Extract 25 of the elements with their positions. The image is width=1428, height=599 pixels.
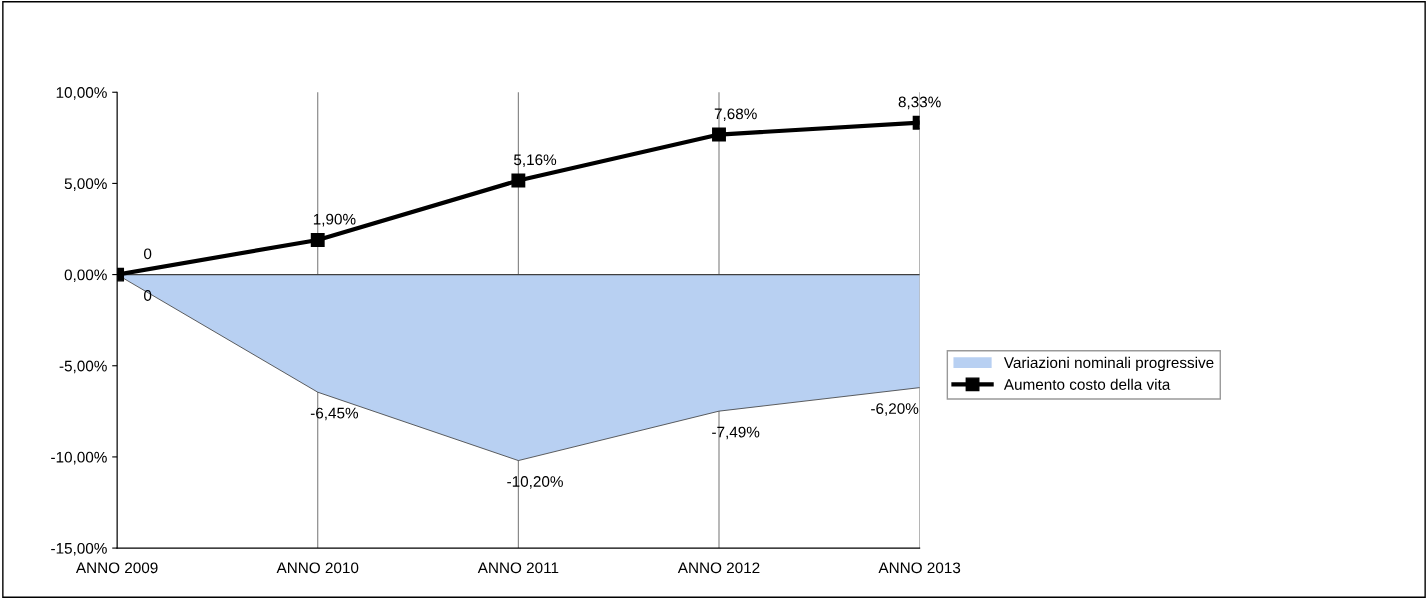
data-label: -10,20% bbox=[507, 476, 563, 489]
y-tick-label: -5,00% bbox=[59, 360, 107, 374]
data-label: 5,16% bbox=[513, 154, 557, 167]
x-tick-label: ANNO 2013 bbox=[878, 562, 961, 574]
data-label: 0 bbox=[144, 290, 152, 301]
y-tick-label: 5,00% bbox=[64, 178, 107, 191]
legend-label: Variazioni nominali progressive bbox=[1003, 356, 1214, 372]
y-tick-label: 10,00% bbox=[56, 87, 107, 100]
x-tick-label: ANNO 2011 bbox=[477, 562, 559, 574]
y-tick-label: -15,00% bbox=[51, 542, 107, 556]
data-label: -6,20% bbox=[871, 403, 919, 416]
legend-label: Aumento costo della vita bbox=[1003, 378, 1171, 390]
data-label: 0 bbox=[144, 248, 152, 260]
y-tick-label: -10,00% bbox=[51, 451, 107, 465]
data-label: -6,45% bbox=[310, 407, 359, 421]
x-tick-label: ANNO 2009 bbox=[75, 562, 158, 574]
x-tick-label: ANNO 2010 bbox=[276, 562, 359, 574]
x-tick-label: ANNO 2012 bbox=[677, 562, 760, 574]
point bbox=[511, 173, 526, 188]
data-label: 7,68% bbox=[714, 108, 757, 122]
point bbox=[712, 127, 726, 142]
y-tick-label: 0,00% bbox=[64, 269, 107, 283]
data-label: -7,49% bbox=[712, 426, 760, 440]
data-label: 1,90% bbox=[313, 213, 356, 227]
data-label: 8,33% bbox=[898, 96, 941, 110]
